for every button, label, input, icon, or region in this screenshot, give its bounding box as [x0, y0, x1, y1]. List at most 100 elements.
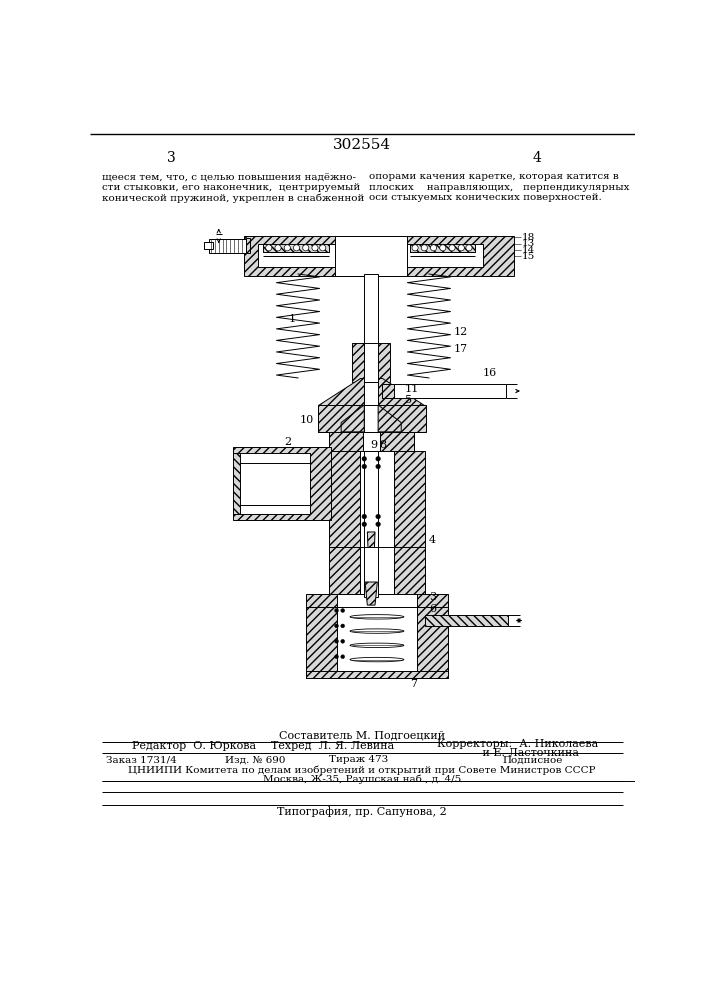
Text: 8: 8	[380, 440, 387, 450]
Text: 4: 4	[532, 151, 541, 165]
Text: 3: 3	[167, 151, 175, 165]
Bar	[364, 274, 378, 382]
Text: опорами качения каретке, которая катится в
плоских    направляющих,   перпендику: опорами качения каретке, которая катится…	[369, 172, 629, 202]
Text: 16: 16	[483, 368, 497, 378]
Text: 18: 18	[522, 233, 535, 242]
Bar	[305, 671, 448, 678]
Bar	[364, 547, 378, 597]
Circle shape	[320, 245, 326, 251]
Bar	[364, 451, 378, 555]
Text: Подписное: Подписное	[502, 755, 563, 764]
Text: 1: 1	[288, 314, 296, 324]
Bar	[264, 244, 329, 252]
Text: ЦНИИПИ Комитета по делам изобретений и открытий при Совете Министров СССР: ЦНИИПИ Комитета по делам изобретений и о…	[128, 765, 596, 775]
Circle shape	[266, 245, 272, 251]
Bar	[225, 242, 247, 249]
Bar	[239, 463, 310, 505]
Polygon shape	[368, 532, 375, 551]
Bar	[247, 238, 250, 253]
Ellipse shape	[350, 657, 404, 662]
Text: Типография, пр. Сапунова, 2: Типография, пр. Сапунова, 2	[277, 806, 447, 817]
Text: 2: 2	[284, 437, 291, 447]
Circle shape	[334, 655, 339, 659]
Bar	[406, 244, 483, 267]
Circle shape	[376, 514, 380, 519]
Text: щееся тем, что, с целью повышения надёжно-
сти стыковки, его наконечник,  центри: щееся тем, что, с целью повышения надёжн…	[102, 172, 364, 203]
Text: 9: 9	[370, 440, 378, 450]
Text: 302554: 302554	[333, 138, 391, 152]
Circle shape	[376, 522, 380, 527]
Polygon shape	[378, 378, 424, 432]
Text: 10: 10	[299, 415, 313, 425]
Circle shape	[312, 245, 318, 251]
Circle shape	[293, 245, 300, 251]
Circle shape	[284, 245, 291, 251]
Circle shape	[334, 609, 339, 612]
Text: Тираж 473: Тираж 473	[329, 755, 388, 764]
Text: Техред  Л. Я. Левина: Техред Л. Я. Левина	[271, 741, 395, 751]
Bar	[204, 242, 214, 249]
Bar	[360, 547, 395, 594]
Polygon shape	[318, 378, 364, 432]
Text: Изд. № 690: Изд. № 690	[225, 755, 286, 764]
Circle shape	[362, 464, 366, 469]
Circle shape	[466, 245, 472, 251]
Circle shape	[334, 639, 339, 643]
Text: Заказ 1731/4: Заказ 1731/4	[105, 755, 176, 764]
Bar	[329, 547, 360, 594]
Text: 3: 3	[429, 592, 436, 602]
Circle shape	[449, 245, 455, 251]
Bar	[258, 244, 335, 267]
Ellipse shape	[350, 629, 404, 633]
Bar	[305, 607, 337, 678]
Circle shape	[362, 522, 366, 527]
Text: Составитель М. Подгоецкий: Составитель М. Подгоецкий	[279, 731, 445, 741]
Text: 17: 17	[454, 344, 468, 354]
Circle shape	[412, 245, 418, 251]
Polygon shape	[378, 405, 402, 432]
Ellipse shape	[350, 615, 404, 619]
Bar	[363, 432, 380, 451]
Circle shape	[334, 624, 339, 628]
Text: Корректоры:  А. Николаева: Корректоры: А. Николаева	[437, 739, 598, 749]
Circle shape	[341, 655, 344, 659]
Bar	[305, 594, 448, 607]
Text: 7: 7	[409, 679, 416, 689]
Ellipse shape	[350, 643, 404, 648]
Circle shape	[341, 609, 344, 612]
Bar	[244, 235, 514, 276]
Bar	[329, 451, 360, 555]
Text: 11: 11	[405, 384, 419, 394]
Bar	[360, 451, 395, 555]
Circle shape	[341, 639, 344, 643]
Text: 14: 14	[522, 246, 535, 255]
Circle shape	[431, 245, 437, 251]
Text: Москва, Ж-35, Раушская наб., д. 4/5: Москва, Ж-35, Раушская наб., д. 4/5	[263, 774, 461, 784]
Bar	[382, 384, 506, 398]
Bar	[335, 235, 407, 276]
Bar	[425, 615, 508, 626]
Circle shape	[362, 456, 366, 461]
Text: 13: 13	[522, 239, 535, 248]
Bar	[395, 547, 425, 594]
Bar	[382, 384, 394, 398]
Bar	[364, 343, 378, 382]
Text: 6: 6	[429, 604, 436, 614]
Bar	[329, 432, 414, 451]
Bar	[233, 447, 331, 520]
Circle shape	[376, 464, 380, 469]
Text: 5: 5	[405, 395, 412, 405]
Text: Редактор  О. Юркова: Редактор О. Юркова	[132, 741, 257, 751]
Bar	[417, 607, 448, 678]
Text: 12: 12	[454, 327, 468, 337]
Circle shape	[421, 245, 428, 251]
Bar	[233, 453, 240, 514]
Circle shape	[440, 245, 446, 251]
Bar	[395, 451, 425, 555]
Bar	[239, 453, 310, 514]
Circle shape	[376, 456, 380, 461]
Bar	[352, 343, 390, 382]
Text: 15: 15	[522, 252, 535, 261]
Circle shape	[341, 624, 344, 628]
Circle shape	[275, 245, 281, 251]
